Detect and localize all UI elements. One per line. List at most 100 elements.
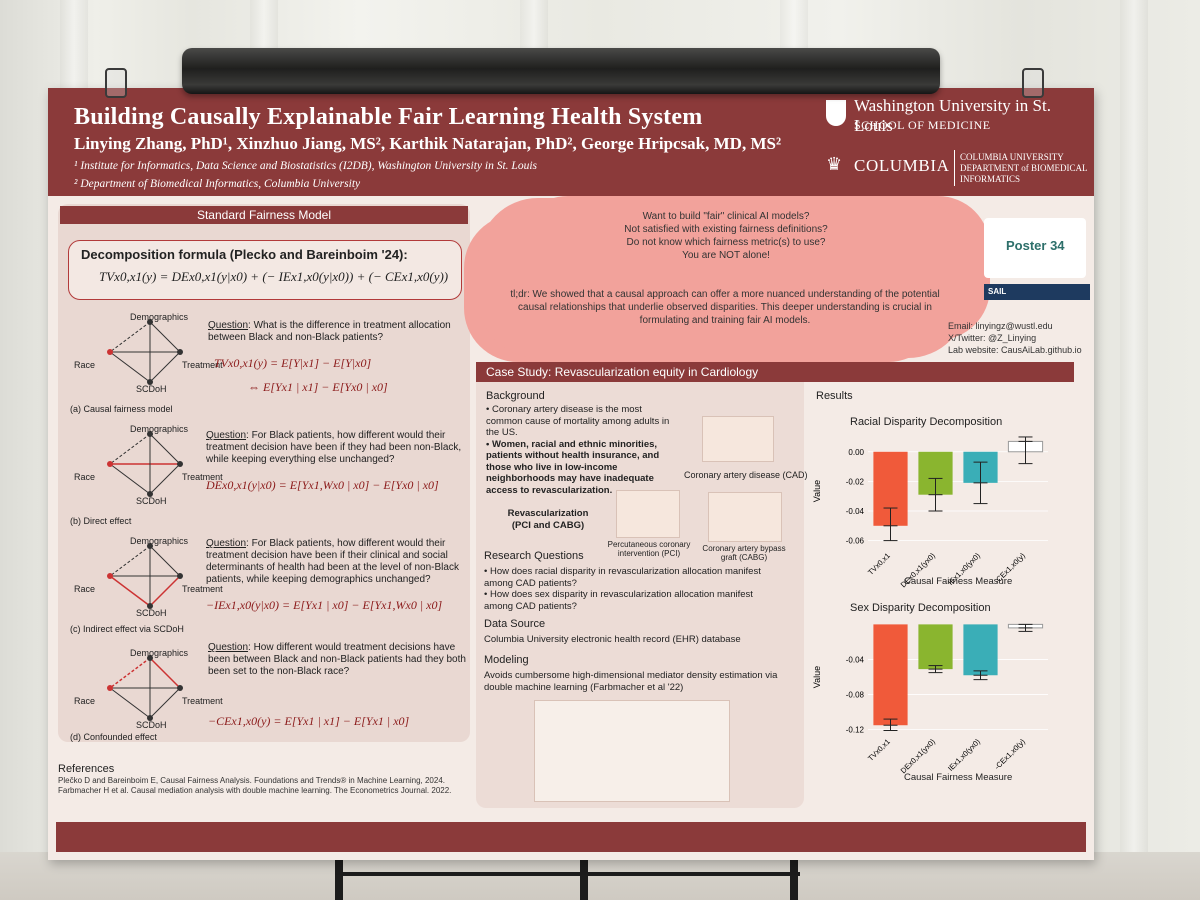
washu-logo-text: Washington University in St. Louis [854, 96, 1051, 135]
node-label-treatment: Treatment [182, 696, 223, 706]
cad-caption: Coronary artery disease (CAD) [684, 470, 808, 480]
node-label-race: Race [74, 472, 96, 482]
crown-icon: ♛ [826, 154, 843, 174]
cloud-line-2: Not satisfied with existing fairness def… [624, 224, 828, 235]
node-label-treatment: Treatment [182, 472, 223, 482]
poster-number: Poster 34 [1006, 238, 1065, 253]
equation-tv-counterfactual: ⇔ E[Yx1 | x1] − E[Yx0 | x0] [248, 380, 388, 394]
contact-website: Lab website: CausAiLab.github.io [948, 345, 1082, 355]
background-list: • Coronary artery disease is the most co… [486, 404, 672, 496]
background-item-2: • Women, racial and ethnic minorities, p… [486, 438, 660, 496]
node-label-treatment: Treatment [182, 584, 223, 594]
research-questions-heading: Research Questions [484, 550, 584, 562]
decomposition-formula: TVx0,x1(y) = DEx0,x1(y|x0) + (− IEx1,x0(… [99, 269, 449, 284]
results-heading: Results [816, 390, 853, 402]
sail-badge: SAIL [984, 284, 1090, 300]
node-label-race: Race [74, 584, 96, 594]
node-label-scdoh: SCDoH [136, 608, 167, 618]
node-label-scdoh: SCDoH [136, 496, 167, 506]
x-tick-label: -CEx1,x0(y) [993, 737, 1028, 772]
y-tick-label: -0.02 [846, 477, 865, 486]
y-tick-label: -0.04 [846, 655, 865, 664]
shield-icon [826, 100, 846, 126]
y-tick-label: -0.12 [846, 726, 865, 735]
poster-number-card: Poster 34 [984, 218, 1086, 278]
columbia-logo-text: COLUMBIA [854, 156, 950, 175]
poster: Building Causally Explainable Fair Learn… [48, 88, 1094, 860]
binder-clip [1022, 68, 1044, 98]
causal-graphs [107, 319, 183, 721]
node-label-race: Race [74, 696, 96, 706]
cloud-line-4: You are NOT alone! [682, 250, 770, 261]
node-label-scdoh: SCDoH [136, 384, 167, 394]
floor [0, 852, 1200, 900]
research-questions-list: • How does racial disparity in revascula… [484, 566, 784, 612]
y-axis-label: Value [812, 666, 822, 688]
equation-de: DEx0,x1(y|x0) = E[Yx1,Wx0 | x0] − E[Yx0 … [206, 478, 439, 492]
equation-ie: −IEx1,x0(y|x0) = E[Yx1 | x0] − E[Yx1,Wx0… [206, 598, 443, 612]
columbia-dept-text: COLUMBIA UNIVERSITY DEPARTMENT of BIOMED… [960, 152, 1088, 184]
x-tick-label: TVx0,x1 [866, 737, 892, 763]
poster-hanging-rod [182, 48, 940, 94]
revascularization-label: Revascularization (PCI and CABG) [507, 508, 589, 531]
curtain-fold [1120, 0, 1148, 900]
x-tick-label: DEx0,x1(yx0) [899, 737, 938, 776]
graph-c [107, 543, 183, 609]
node-label-scdoh: SCDoH [136, 720, 167, 730]
references: References Plečko D and Bareinboim E, Ca… [58, 764, 478, 796]
cloud-line-1: Want to build "fair" clinical AI models? [642, 211, 810, 222]
sex-chart-xlabel: Causal Fairness Measure [904, 772, 1013, 783]
poster-authors: Linying Zhang, PhD¹, Xinzhuo Jiang, MS²,… [74, 134, 782, 153]
y-tick-label: -0.04 [846, 507, 865, 516]
research-question-1: • How does racial disparity in revascula… [484, 566, 761, 589]
x-tick-label: IEx1,x0(yx0) [946, 737, 982, 773]
question-b: Question: For Black patients, how differ… [206, 430, 462, 465]
pci-caption: Percutaneous coronary intervention (PCI) [607, 540, 691, 558]
node-label-demographics: Demographics [130, 424, 189, 434]
binder-clip [105, 68, 127, 98]
reference-2: Farbmacher H et al. Causal mediation ana… [58, 786, 452, 795]
node-label-demographics: Demographics [130, 648, 189, 658]
question-c: Question: For Black patients, how differ… [206, 538, 459, 585]
formula-heading: Decomposition formula (Plecko and Barein… [81, 247, 408, 262]
sex-chart-title: Sex Disparity Decomposition [850, 602, 991, 614]
bar [873, 624, 908, 726]
research-question-2: • How does sex disparity in revasculariz… [484, 589, 753, 612]
contact-info: Email: linyingz@wustl.edu X/Twitter: @Z_… [948, 320, 1082, 356]
question-d: Question: How different would treatment … [208, 642, 466, 677]
easel-leg [580, 856, 588, 900]
easel-leg [790, 856, 798, 900]
modeling-text: Avoids cumbersome high-dimensional media… [484, 670, 778, 693]
bar [963, 624, 998, 676]
y-axis-label: Value [812, 480, 822, 502]
poster-title: Building Causally Explainable Fair Learn… [74, 104, 703, 130]
graph-a [107, 319, 183, 385]
question-a: Question: What is the difference in trea… [208, 320, 451, 343]
easel-bar [340, 872, 800, 876]
cloud-tldr: tl;dr: We showed that a causal approach … [510, 289, 940, 326]
graph-b [107, 431, 183, 497]
logo-divider [954, 150, 955, 186]
y-tick-label: -0.06 [846, 537, 865, 546]
caption-causal-model: (a) Causal fairness model [70, 404, 173, 414]
data-source-heading: Data Source [484, 618, 546, 630]
cabg-image [708, 492, 782, 542]
modeling-heading: Modeling [484, 654, 529, 666]
formula-box: Decomposition formula (Plecko and Barein… [68, 240, 462, 300]
y-tick-label: -0.08 [846, 691, 865, 700]
equation-ce: −CEx1,x0(y) = E[Yx1 | x1] − E[Yx1 | x0] [208, 714, 410, 728]
cloud-line-3: Do not know which fairness metric(s) to … [626, 237, 826, 248]
dml-diagram [534, 700, 730, 802]
cloud-questions: Want to build "fair" clinical AI models?… [506, 210, 946, 262]
callout-cloud [478, 198, 968, 358]
columbia-logo: ♛ COLUMBIA COLUMBIA UNIVERSITY DEPARTMEN… [826, 148, 1091, 188]
references-heading: References [58, 763, 115, 775]
bar [918, 624, 953, 670]
node-label-demographics: Demographics [130, 312, 189, 322]
contact-twitter: X/Twitter: @Z_Linying [948, 333, 1037, 343]
pci-image [616, 490, 680, 538]
caption-confounded-effect: (d) Confounded effect [70, 732, 157, 742]
x-tick-label: TVx0,x1 [866, 551, 892, 577]
